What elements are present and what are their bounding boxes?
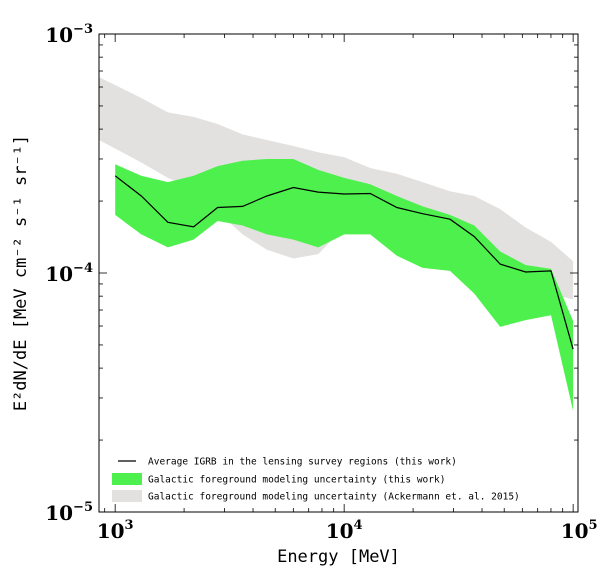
x-axis-label: Energy [MeV] <box>277 547 400 567</box>
x-tick-label: 104 <box>326 518 363 543</box>
igrb-average-line <box>114 175 574 350</box>
legend-swatch-band <box>112 473 142 485</box>
legend-entry: Galactic foreground modeling uncertainty… <box>148 475 445 486</box>
legend-entry: Average IGRB in the lensing survey regio… <box>148 457 457 468</box>
legend-entry: Galactic foreground modeling uncertainty… <box>148 492 520 503</box>
y-axis-label: E²dN/dE [MeV cm⁻² s⁻¹ sr⁻¹] <box>11 135 31 411</box>
x-tick-label: 103 <box>97 518 134 543</box>
y-tick-label: 10−3 <box>45 22 93 47</box>
axis-ticks <box>99 33 578 513</box>
legend-swatch-band <box>112 490 142 502</box>
legend: Average IGRB in the lensing survey regio… <box>112 457 520 503</box>
tick-labels: 103 104 105 10−5 10−4 10−3 <box>45 22 597 543</box>
y-tick-label: 10−4 <box>45 261 93 286</box>
y-tick-label: 10−5 <box>45 500 93 525</box>
plot-area-series <box>99 77 574 411</box>
uncertainty-band-1 <box>115 159 574 411</box>
x-tick-label: 105 <box>561 518 598 543</box>
